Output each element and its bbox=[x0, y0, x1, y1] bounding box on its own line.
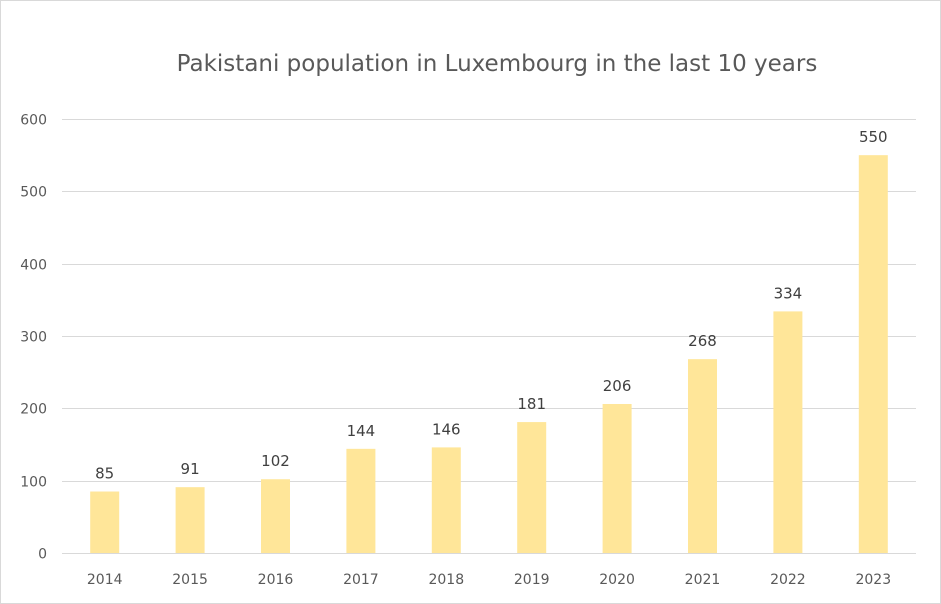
y-tick-label: 500 bbox=[20, 185, 47, 201]
bars bbox=[90, 155, 888, 553]
data-label-2015: 91 bbox=[181, 460, 200, 478]
bar-2016 bbox=[261, 479, 290, 553]
y-tick-label: 0 bbox=[38, 547, 47, 563]
data-label-2014: 85 bbox=[95, 465, 114, 483]
data-label-2016: 102 bbox=[261, 452, 290, 470]
bar-2018 bbox=[431, 447, 461, 553]
y-tick-label: 600 bbox=[20, 113, 47, 129]
gridlines bbox=[62, 119, 916, 554]
data-label-2023: 550 bbox=[859, 128, 888, 146]
data-label-2021: 268 bbox=[688, 332, 717, 350]
x-axis-tick-labels: 2014 2015 2016 2017 2018 2019 2020 2021 2022 2023 bbox=[87, 572, 891, 588]
x-tick-label-2023: 2023 bbox=[855, 572, 891, 588]
data-label-2018: 146 bbox=[432, 420, 461, 438]
bar-2014 bbox=[90, 491, 120, 553]
y-tick-label: 300 bbox=[20, 330, 47, 346]
x-tick-label-2014: 2014 bbox=[87, 572, 123, 588]
data-label-2019: 181 bbox=[517, 395, 546, 413]
bar-2022 bbox=[773, 311, 803, 553]
data-label-2020: 206 bbox=[603, 377, 632, 395]
y-axis-tick-labels: 0 100 200 300 400 500 600 bbox=[20, 113, 47, 563]
bar-2023 bbox=[858, 155, 888, 553]
y-tick-label: 200 bbox=[20, 402, 47, 418]
bar-2020 bbox=[602, 403, 632, 553]
data-labels: 85 91 102 144 146 181 206 268 334 550 bbox=[95, 128, 887, 482]
bar-2021 bbox=[688, 359, 717, 553]
x-tick-label-2016: 2016 bbox=[258, 572, 294, 588]
y-tick-label: 100 bbox=[20, 475, 47, 491]
x-tick-label-2019: 2019 bbox=[514, 572, 550, 588]
bar-2017 bbox=[346, 448, 376, 553]
x-tick-label-2017: 2017 bbox=[343, 572, 379, 588]
bar-2019 bbox=[517, 422, 547, 553]
x-tick-label-2021: 2021 bbox=[685, 572, 721, 588]
x-tick-label-2018: 2018 bbox=[428, 572, 464, 588]
data-label-2017: 144 bbox=[347, 422, 376, 440]
data-label-2022: 334 bbox=[774, 284, 803, 302]
x-tick-label-2020: 2020 bbox=[599, 572, 635, 588]
y-tick-label: 400 bbox=[20, 258, 47, 274]
x-tick-label-2015: 2015 bbox=[172, 572, 208, 588]
bar-2015 bbox=[175, 487, 205, 553]
chart-title: Pakistani population in Luxembourg in th… bbox=[177, 51, 818, 77]
x-tick-label-2022: 2022 bbox=[770, 572, 806, 588]
